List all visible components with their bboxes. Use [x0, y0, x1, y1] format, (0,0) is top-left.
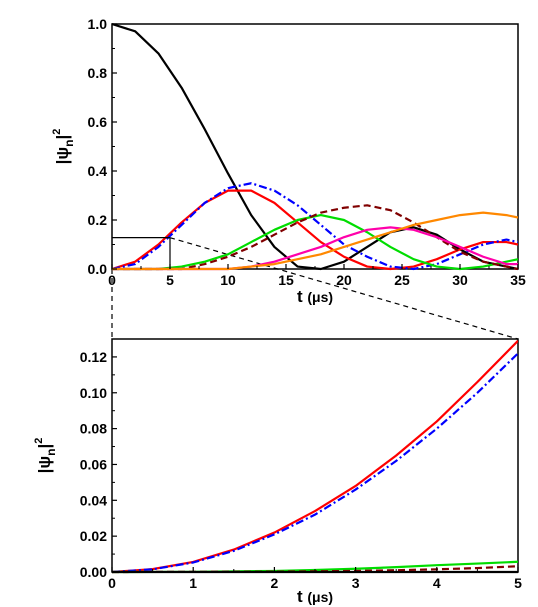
bottom-chart: 0 1 2 3 4 5 0.00 0.02 0.04 0.06 0.08 0.10 0.12 t (μ… — [33, 338, 522, 606]
bot-y-tick-label: 0.08 — [80, 421, 107, 437]
top-series-ff8800 — [112, 211, 518, 271]
bot-x-tick-label: 2 — [271, 575, 279, 591]
top-y-tick-label: 1.0 — [88, 16, 108, 32]
top-series-000000 — [112, 22, 518, 271]
top-chart: 0 5 10 15 20 25 30 35 0.0 0.2 0.4 0.6 0.8 1.0 t (μs)… — [51, 16, 526, 306]
top-series-800000 — [112, 204, 518, 271]
top-x-tick-label: 5 — [166, 272, 174, 288]
bot-y-tick-label: 0.02 — [80, 528, 107, 544]
top-x-tick-label: 20 — [336, 272, 352, 288]
top-y-tick-label: 0.4 — [88, 163, 108, 179]
bot-x-tick-label: 4 — [433, 575, 441, 591]
top-y-tick-label: 0.6 — [88, 114, 108, 130]
top-x-tick-label: 10 — [220, 272, 236, 288]
top-series-00dd00 — [112, 214, 518, 271]
top-y-tick-label: 0.0 — [88, 261, 108, 277]
zoom-connector-lines — [111, 237, 519, 340]
top-x-tick-label: 15 — [278, 272, 294, 288]
top-plot-frame — [111, 23, 519, 270]
top-x-axis-title: t (μs) — [297, 287, 333, 306]
top-y-tick-label: 0.8 — [88, 65, 108, 81]
top-y-axis-title: |ψn|2 — [51, 129, 76, 165]
top-inset-marker — [112, 237, 171, 269]
top-series-ff0000 — [112, 189, 518, 271]
bottom-x-axis-title: t (μs) — [297, 587, 333, 606]
top-x-tick-label: 25 — [394, 272, 410, 288]
bottom-y-axis-title: |ψn|2 — [33, 438, 58, 474]
top-x-tick-label: 0 — [108, 272, 116, 288]
top-y-ticks: 0.0 0.2 0.4 0.6 0.8 1.0 — [88, 16, 117, 277]
bot-y-tick-label: 0.10 — [80, 385, 107, 401]
connector-right — [169, 237, 519, 340]
bot-x-tick-label: 5 — [514, 575, 522, 591]
bot-x-tick-label: 1 — [189, 575, 197, 591]
bottom-plot-frame — [111, 338, 519, 573]
bot-x-tick-label: 0 — [108, 575, 116, 591]
bot-y-tick-label: 0.06 — [80, 456, 107, 472]
bot-y-tick-label: 0.12 — [80, 349, 107, 365]
top-y-tick-label: 0.2 — [88, 212, 108, 228]
bot-series-ff0000 — [112, 340, 518, 574]
bottom-y-ticks: 0.00 0.02 0.04 0.06 0.08 0.10 0.12 — [80, 349, 117, 580]
bot-series-0000ff — [112, 352, 518, 574]
bot-y-tick-label: 0.00 — [80, 564, 107, 580]
top-series-group — [112, 22, 518, 271]
bot-series-800000 — [112, 565, 518, 574]
bot-y-tick-label: 0.04 — [80, 492, 107, 508]
top-x-tick-label: 35 — [510, 272, 526, 288]
bottom-x-ticks: 0 1 2 3 4 5 — [108, 567, 522, 591]
bot-x-tick-label: 3 — [352, 575, 360, 591]
bottom-series-group — [112, 340, 518, 574]
top-series-0000ff — [112, 182, 518, 271]
top-x-ticks: 0 5 10 15 20 25 30 35 — [108, 264, 526, 288]
top-x-tick-label: 30 — [452, 272, 468, 288]
